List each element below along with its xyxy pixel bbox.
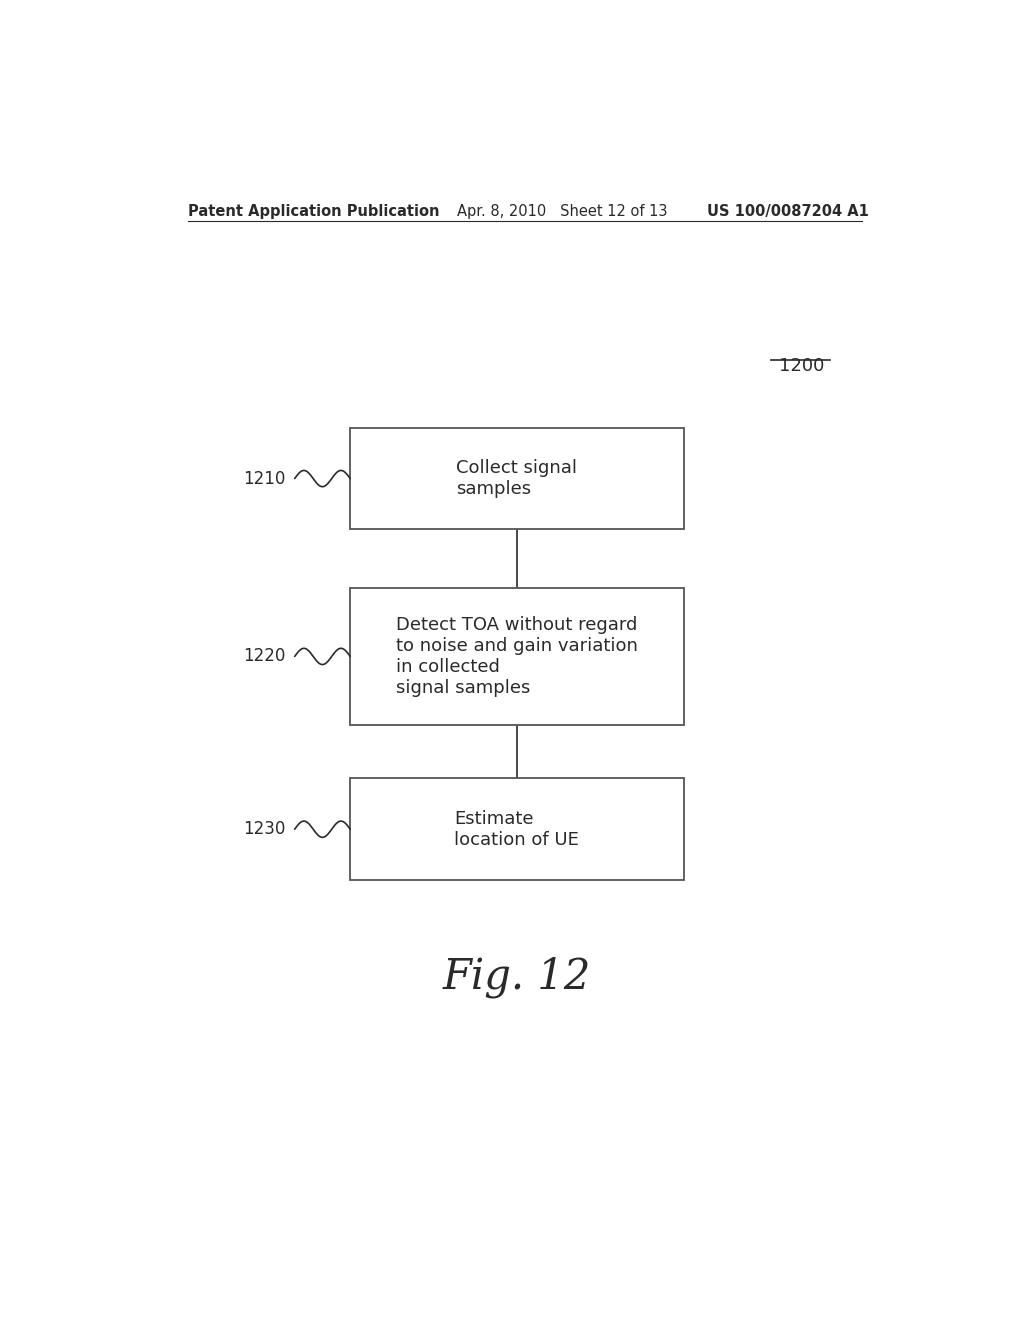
Text: US 100/0087204 A1: US 100/0087204 A1 xyxy=(708,205,869,219)
Text: Estimate
location of UE: Estimate location of UE xyxy=(455,810,580,849)
FancyBboxPatch shape xyxy=(350,587,684,725)
Text: Collect signal
samples: Collect signal samples xyxy=(457,459,578,498)
Text: 1200: 1200 xyxy=(779,356,824,375)
Text: Apr. 8, 2010   Sheet 12 of 13: Apr. 8, 2010 Sheet 12 of 13 xyxy=(458,205,668,219)
Text: Fig. 12: Fig. 12 xyxy=(442,956,591,998)
Text: 1210: 1210 xyxy=(243,470,286,487)
FancyBboxPatch shape xyxy=(350,428,684,529)
Text: Patent Application Publication: Patent Application Publication xyxy=(187,205,439,219)
FancyBboxPatch shape xyxy=(350,779,684,880)
Text: 1220: 1220 xyxy=(243,647,286,665)
Text: Detect TOA without regard
to noise and gain variation
in collected
signal sample: Detect TOA without regard to noise and g… xyxy=(396,616,638,697)
Text: 1230: 1230 xyxy=(243,820,286,838)
